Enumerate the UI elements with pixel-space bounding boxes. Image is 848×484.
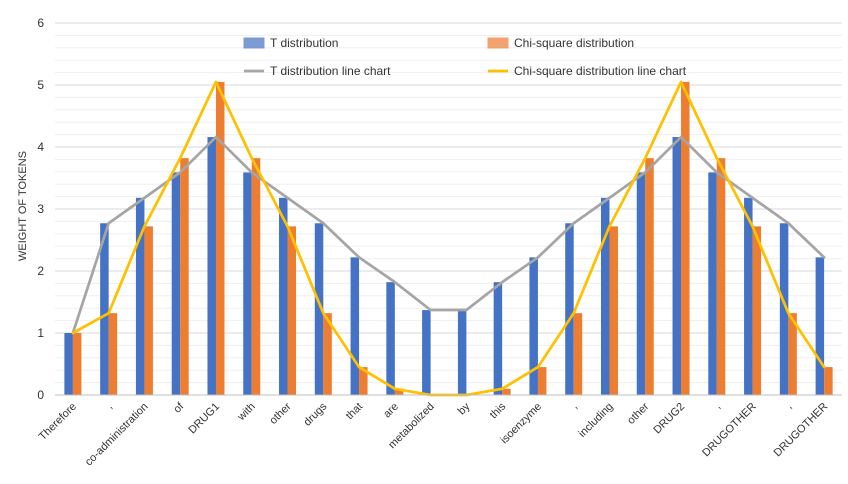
legend-label-1: Chi-square distribution: [514, 36, 634, 50]
bar-chi-16: [645, 158, 654, 395]
bar-t-5: [243, 172, 252, 395]
bar-t-15: [600, 197, 610, 395]
x-tick-label: ,: [784, 401, 795, 412]
bar-chi-19: [752, 226, 762, 395]
y-tick-label: 5: [37, 78, 44, 92]
bar-t-6: [279, 197, 288, 395]
bar-t-11: [457, 310, 467, 395]
x-tick-label: ,: [569, 401, 580, 412]
x-tick-label: DRUGOTHER: [700, 401, 759, 460]
x-tick-label: are: [381, 401, 401, 421]
y-tick-label: 4: [37, 140, 44, 154]
bar-chi-21: [824, 367, 833, 395]
x-tick-label: DRUGOTHER: [772, 401, 831, 460]
bar-t-14: [565, 223, 574, 395]
bar-chi-4: [215, 81, 225, 396]
x-tick-label: ,: [104, 401, 115, 412]
bar-t-8: [350, 257, 360, 395]
bar-t-4: [207, 137, 216, 395]
bar-chi-15: [609, 226, 618, 395]
legend-swatch-0: [243, 37, 265, 49]
x-tick-label: by: [456, 400, 473, 417]
bar-chi-5: [251, 158, 261, 395]
bar-chi-12: [502, 388, 511, 395]
y-tick-label: 6: [37, 16, 44, 30]
bar-t-3: [171, 172, 181, 395]
x-tick-label: other: [625, 400, 651, 426]
x-tick-label: Therefore: [37, 401, 79, 443]
x-tick-label: DRUG2: [651, 401, 687, 437]
bar-t-1: [100, 223, 109, 395]
bar-t-7: [314, 223, 324, 395]
bar-chi-20: [788, 313, 797, 395]
bar-chi-1: [108, 313, 118, 395]
bar-chi-7: [323, 313, 332, 395]
bar-t-19: [744, 197, 753, 395]
legend: T distribution Chi-square distribution T d…: [243, 36, 687, 78]
bar-chi-9: [394, 388, 404, 395]
x-tick-label: this: [488, 400, 509, 421]
bar-chi-17: [681, 81, 690, 396]
bar-chi-8: [359, 367, 368, 395]
bar-t-13: [529, 257, 538, 395]
x-tick-label: DRUG1: [186, 401, 222, 437]
bar-chi-14: [573, 313, 583, 395]
x-tick-label: ,: [712, 401, 723, 412]
y-tick-label: 0: [37, 388, 44, 402]
bar-chi-18: [716, 158, 726, 395]
bar-t-9: [386, 282, 395, 395]
bar-t-18: [708, 172, 717, 395]
x-tick-label: with: [235, 401, 258, 424]
x-tick-label: drugs: [301, 400, 329, 428]
y-tick-label: 3: [37, 202, 44, 216]
bar-t-10: [422, 310, 431, 395]
legend-swatch-1: [487, 37, 509, 49]
y-tick-label: 2: [37, 264, 44, 278]
y-tick-label: 1: [37, 326, 44, 340]
bar-t-16: [636, 172, 646, 395]
bar-t-0: [64, 333, 73, 395]
bar-t-21: [815, 257, 825, 395]
bar-t-17: [672, 137, 682, 395]
x-tick-label: including: [576, 401, 615, 440]
x-tick-label: of: [171, 400, 187, 416]
legend-label-2: T distribution line chart: [270, 64, 391, 78]
bar-t-12: [493, 282, 503, 395]
bars: [64, 81, 833, 396]
bar-chi-3: [180, 158, 189, 395]
bar-chi-2: [144, 226, 153, 395]
x-tick-label: that: [344, 401, 365, 422]
legend-label-3: Chi-square distribution line chart: [514, 64, 687, 78]
bar-chi-6: [287, 226, 297, 395]
y-axis-label: WEIGHT OF TOKENS: [17, 151, 29, 261]
x-tick-label: co-administration: [83, 401, 151, 469]
legend-label-0: T distribution: [270, 36, 338, 50]
t-distribution-line: [71, 135, 826, 335]
x-tick-label: other: [267, 400, 293, 426]
bar-chi-0: [72, 333, 82, 395]
bar-t-20: [779, 223, 789, 395]
bar-t-2: [135, 197, 145, 395]
bar-chi-13: [537, 367, 547, 395]
